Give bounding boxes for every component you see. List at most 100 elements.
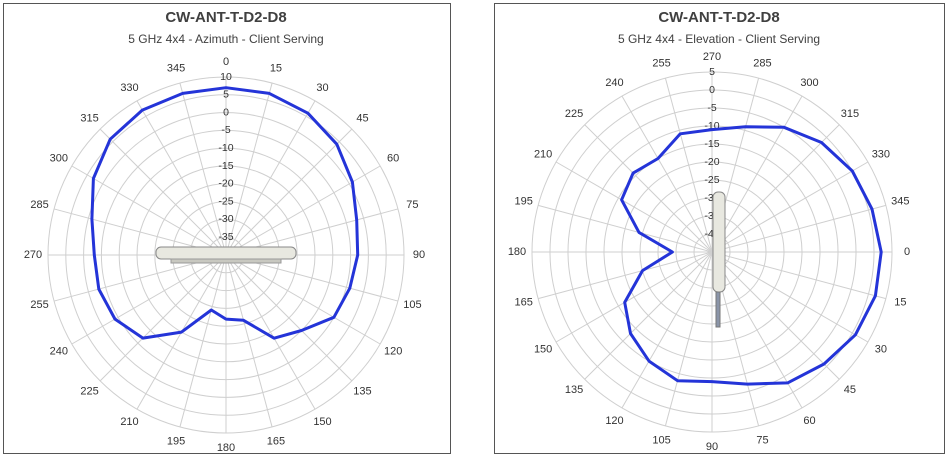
grid-spoke <box>664 251 713 426</box>
chart-title: CW-ANT-T-D2-D8 <box>658 9 779 26</box>
angle-label: 135 <box>565 384 583 396</box>
grid-spoke <box>538 251 713 300</box>
panel-frame <box>494 3 945 454</box>
grid-spoke <box>99 128 227 256</box>
panel-frame <box>3 3 451 454</box>
angle-label: 300 <box>800 77 818 89</box>
angle-label: 120 <box>605 415 623 427</box>
grid-spoke <box>99 254 227 382</box>
grid-spoke <box>711 251 886 300</box>
grid-spoke <box>225 165 381 256</box>
angle-label: 270 <box>24 249 42 261</box>
r-tick-label: -5 <box>707 102 716 114</box>
angle-label: 270 <box>703 51 721 63</box>
angle-label: 60 <box>803 415 815 427</box>
angle-label: 315 <box>841 108 859 120</box>
chart-subtitle: 5 GHz 4x4 - Elevation - Client Serving <box>618 32 820 46</box>
grid-spoke <box>71 165 227 256</box>
angle-label: 105 <box>652 434 670 446</box>
angle-label: 255 <box>30 299 48 311</box>
antenna-image <box>712 191 726 293</box>
r-tick-label: -15 <box>704 138 719 150</box>
angle-label: 45 <box>844 384 856 396</box>
angle-label: 165 <box>267 435 285 447</box>
r-tick-label: -15 <box>218 160 233 172</box>
r-tick-label: -25 <box>704 174 719 186</box>
pattern-line <box>90 86 360 340</box>
grid-spoke <box>555 161 713 253</box>
r-tick-label: 5 <box>709 66 715 78</box>
grid-spoke <box>225 254 381 345</box>
r-tick-label: -35 <box>218 231 233 243</box>
angle-label: 330 <box>120 82 138 94</box>
r-tick-label: 0 <box>223 106 229 118</box>
angle-label: 0 <box>223 56 229 68</box>
angle-label: 90 <box>413 249 425 261</box>
r-tick-label: -20 <box>218 178 233 190</box>
angle-label: 255 <box>652 58 670 70</box>
angle-label: 45 <box>356 112 368 124</box>
r-tick-label: 0 <box>709 84 715 96</box>
angle-label: 225 <box>565 108 583 120</box>
angle-label: 330 <box>872 148 890 160</box>
antenna-image <box>155 246 297 260</box>
angle-label: 75 <box>756 434 768 446</box>
angle-label: 180 <box>217 442 235 454</box>
r-tick-label: -25 <box>218 195 233 207</box>
angle-label: 315 <box>80 112 98 124</box>
r-tick-label: -30 <box>218 213 233 225</box>
angle-label: 180 <box>508 246 526 258</box>
grid-spoke <box>621 251 713 409</box>
grid-spoke <box>584 251 713 380</box>
grid-spoke <box>225 100 316 256</box>
angle-label: 195 <box>514 195 532 207</box>
chart-title: CW-ANT-T-D2-D8 <box>165 9 286 26</box>
grid-spoke <box>711 204 886 253</box>
grid-spoke <box>711 95 803 253</box>
angle-label: 240 <box>50 345 68 357</box>
grid-spoke <box>555 251 713 343</box>
grid-spoke <box>584 124 713 253</box>
angle-label: 210 <box>534 148 552 160</box>
angle-label: 225 <box>80 385 98 397</box>
angle-label: 30 <box>875 343 887 355</box>
r-tick-label: 10 <box>220 71 232 83</box>
angle-label: 60 <box>387 152 399 164</box>
grid-spoke <box>225 128 353 256</box>
grid-spoke <box>179 254 227 428</box>
angle-label: 0 <box>904 246 910 258</box>
angle-label: 285 <box>30 199 48 211</box>
grid-spoke <box>664 78 713 253</box>
grid-spoke <box>225 254 316 410</box>
grid-spoke <box>711 124 840 253</box>
angle-label: 105 <box>403 299 421 311</box>
grid-spoke <box>225 254 353 382</box>
angle-label: 345 <box>891 195 909 207</box>
r-tick-label: 5 <box>223 89 229 101</box>
angle-label: 165 <box>514 296 532 308</box>
angle-label: 15 <box>894 296 906 308</box>
chart-subtitle: 5 GHz 4x4 - Azimuth - Client Serving <box>128 32 323 46</box>
grid-spoke <box>179 82 227 256</box>
grid-spoke <box>538 204 713 253</box>
angle-label: 15 <box>270 62 282 74</box>
angle-label: 90 <box>706 441 718 453</box>
r-tick-label: -20 <box>704 156 719 168</box>
angle-label: 75 <box>406 199 418 211</box>
angle-label: 135 <box>353 385 371 397</box>
grid-spoke <box>225 82 273 256</box>
angle-label: 150 <box>313 416 331 428</box>
r-tick-label: -10 <box>218 142 233 154</box>
angle-label: 300 <box>50 152 68 164</box>
angle-label: 120 <box>384 345 402 357</box>
grid-spoke <box>225 254 273 428</box>
angle-label: 30 <box>316 82 328 94</box>
grid-spoke <box>711 251 840 380</box>
angle-label: 150 <box>534 343 552 355</box>
antenna-image <box>170 258 282 264</box>
pattern-line <box>620 125 883 386</box>
angle-label: 240 <box>605 77 623 89</box>
antenna-image <box>715 291 721 328</box>
angle-label: 195 <box>167 435 185 447</box>
